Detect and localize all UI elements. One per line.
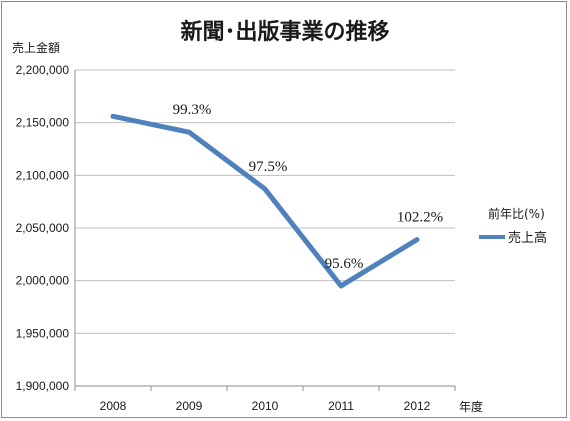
y-tick-labels: 1,900,000 1,950,000 2,000,000 2,050,000 2,10…: [16, 63, 70, 393]
series-layer: [110, 113, 420, 289]
data-label: 95.6%: [325, 256, 364, 272]
y-tick-label: 2,050,000: [16, 221, 70, 235]
x-tick-label: 2008: [100, 399, 127, 413]
legend: 前年比(%) 売上高: [479, 206, 547, 246]
y-tick-label: 2,000,000: [16, 274, 70, 288]
data-label: 99.3%: [173, 102, 212, 118]
y-tick-label: 2,100,000: [16, 168, 70, 182]
x-tick-label: 2012: [404, 399, 431, 413]
x-axis-title: 年度: [459, 399, 483, 414]
y-tick-label: 1,900,000: [16, 379, 70, 393]
legend-series-label: 売上高: [508, 230, 547, 246]
series-line: [110, 113, 420, 289]
y-axis-title: 売上金額: [12, 40, 60, 55]
x-tick-label: 2010: [252, 399, 279, 413]
chart-title: 新聞･出版事業の推移: [180, 19, 389, 45]
y-tick-label: 1,950,000: [16, 326, 70, 340]
y-tick-label: 2,150,000: [16, 116, 70, 130]
legend-title: 前年比(%): [488, 206, 545, 221]
data-label: 97.5%: [249, 159, 288, 175]
data-label: 102.2%: [397, 210, 443, 226]
data-labels: 99.3% 97.5% 95.6% 102.2%: [173, 102, 444, 272]
y-tick-label: 2,200,000: [16, 63, 70, 77]
x-tick-label: 2011: [328, 399, 354, 413]
x-tick-labels: 2008 2009 2010 2011 2012: [100, 399, 431, 413]
x-tick-label: 2009: [176, 399, 203, 413]
